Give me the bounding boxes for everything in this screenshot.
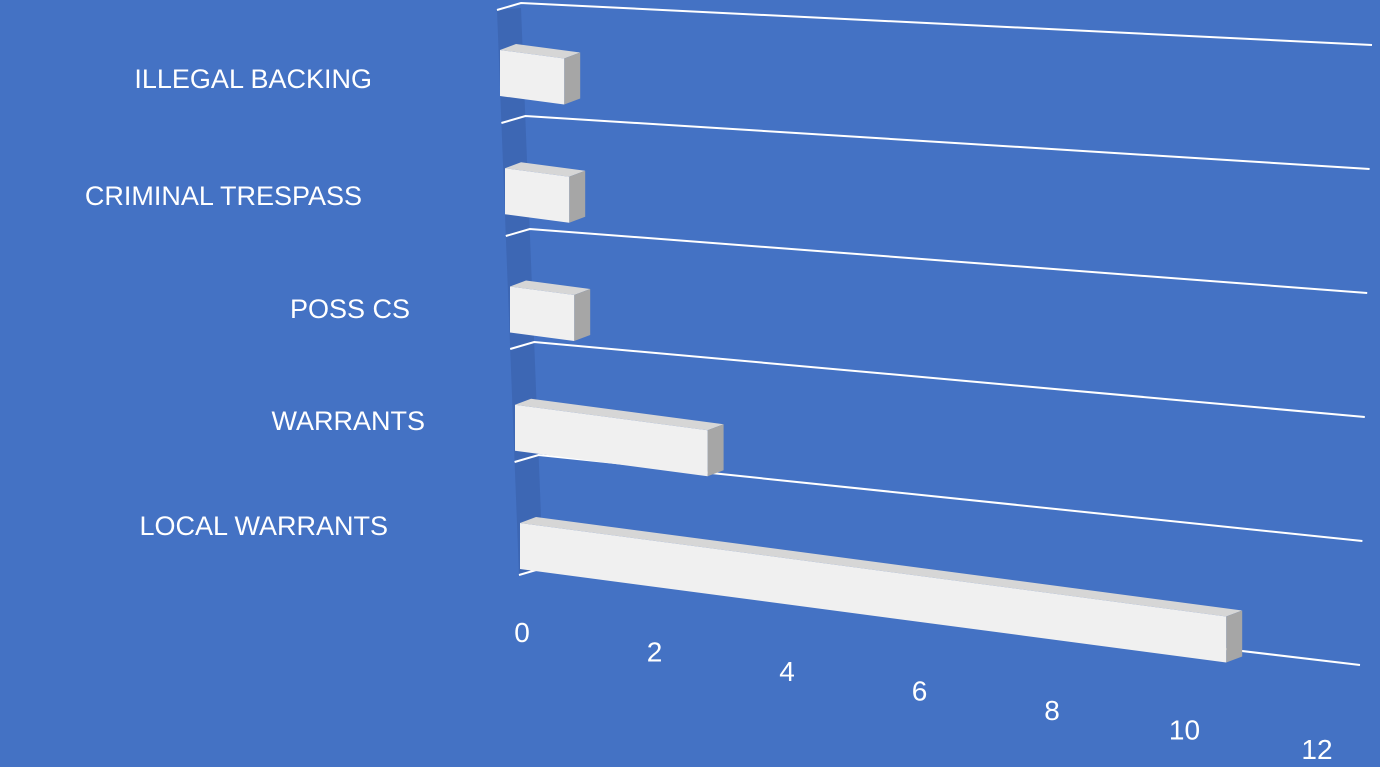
category-labels: ILLEGAL BACKING CRIMINAL TRESPASS POSS CS W… bbox=[85, 64, 425, 541]
bar-front-face bbox=[515, 404, 708, 477]
bar-warrants bbox=[515, 398, 724, 477]
bar-top-face bbox=[500, 44, 581, 59]
bar-front-face bbox=[510, 286, 575, 341]
category-label: LOCAL WARRANTS bbox=[139, 511, 388, 541]
bar-front-face bbox=[520, 523, 1227, 663]
x-tick-label: 10 bbox=[1169, 715, 1200, 746]
bar-local-warrants bbox=[520, 517, 1243, 663]
x-axis-tick-labels: 0 2 4 6 8 10 12 bbox=[514, 617, 1332, 765]
bar-front-face bbox=[505, 168, 570, 223]
bars bbox=[500, 44, 1243, 663]
bar-side-face bbox=[1226, 610, 1243, 663]
gridline bbox=[509, 340, 1365, 418]
x-tick-label: 6 bbox=[912, 676, 928, 707]
bar-top-face bbox=[520, 517, 1243, 617]
x-tick-label: 8 bbox=[1044, 695, 1060, 726]
bar-top-face bbox=[510, 280, 591, 295]
bar-illegal-backing bbox=[500, 44, 581, 105]
x-tick-label: 4 bbox=[779, 656, 795, 687]
bar-top-face bbox=[505, 162, 586, 177]
bar-poss-cs bbox=[510, 280, 591, 341]
category-label: CRIMINAL TRESPASS bbox=[85, 181, 362, 211]
bar-side-face bbox=[569, 170, 586, 223]
gridline bbox=[501, 114, 1370, 170]
bar-front-face bbox=[500, 50, 565, 105]
bar-top-face bbox=[515, 398, 724, 431]
x-tick-label: 12 bbox=[1301, 734, 1332, 762]
x-tick-label: 0 bbox=[514, 617, 530, 648]
bar-side-face bbox=[574, 289, 591, 341]
x-tick-label: 2 bbox=[647, 637, 663, 668]
bar-criminal-trespass bbox=[505, 162, 586, 223]
category-label: WARRANTS bbox=[272, 406, 426, 436]
bar-side-face bbox=[564, 52, 581, 105]
category-label: ILLEGAL BACKING bbox=[134, 64, 372, 94]
bar-side-face bbox=[707, 424, 724, 477]
category-label: POSS CS bbox=[290, 294, 410, 324]
gridline bbox=[514, 453, 1363, 542]
gridline bbox=[496, 1, 1373, 46]
gridline bbox=[505, 227, 1368, 294]
